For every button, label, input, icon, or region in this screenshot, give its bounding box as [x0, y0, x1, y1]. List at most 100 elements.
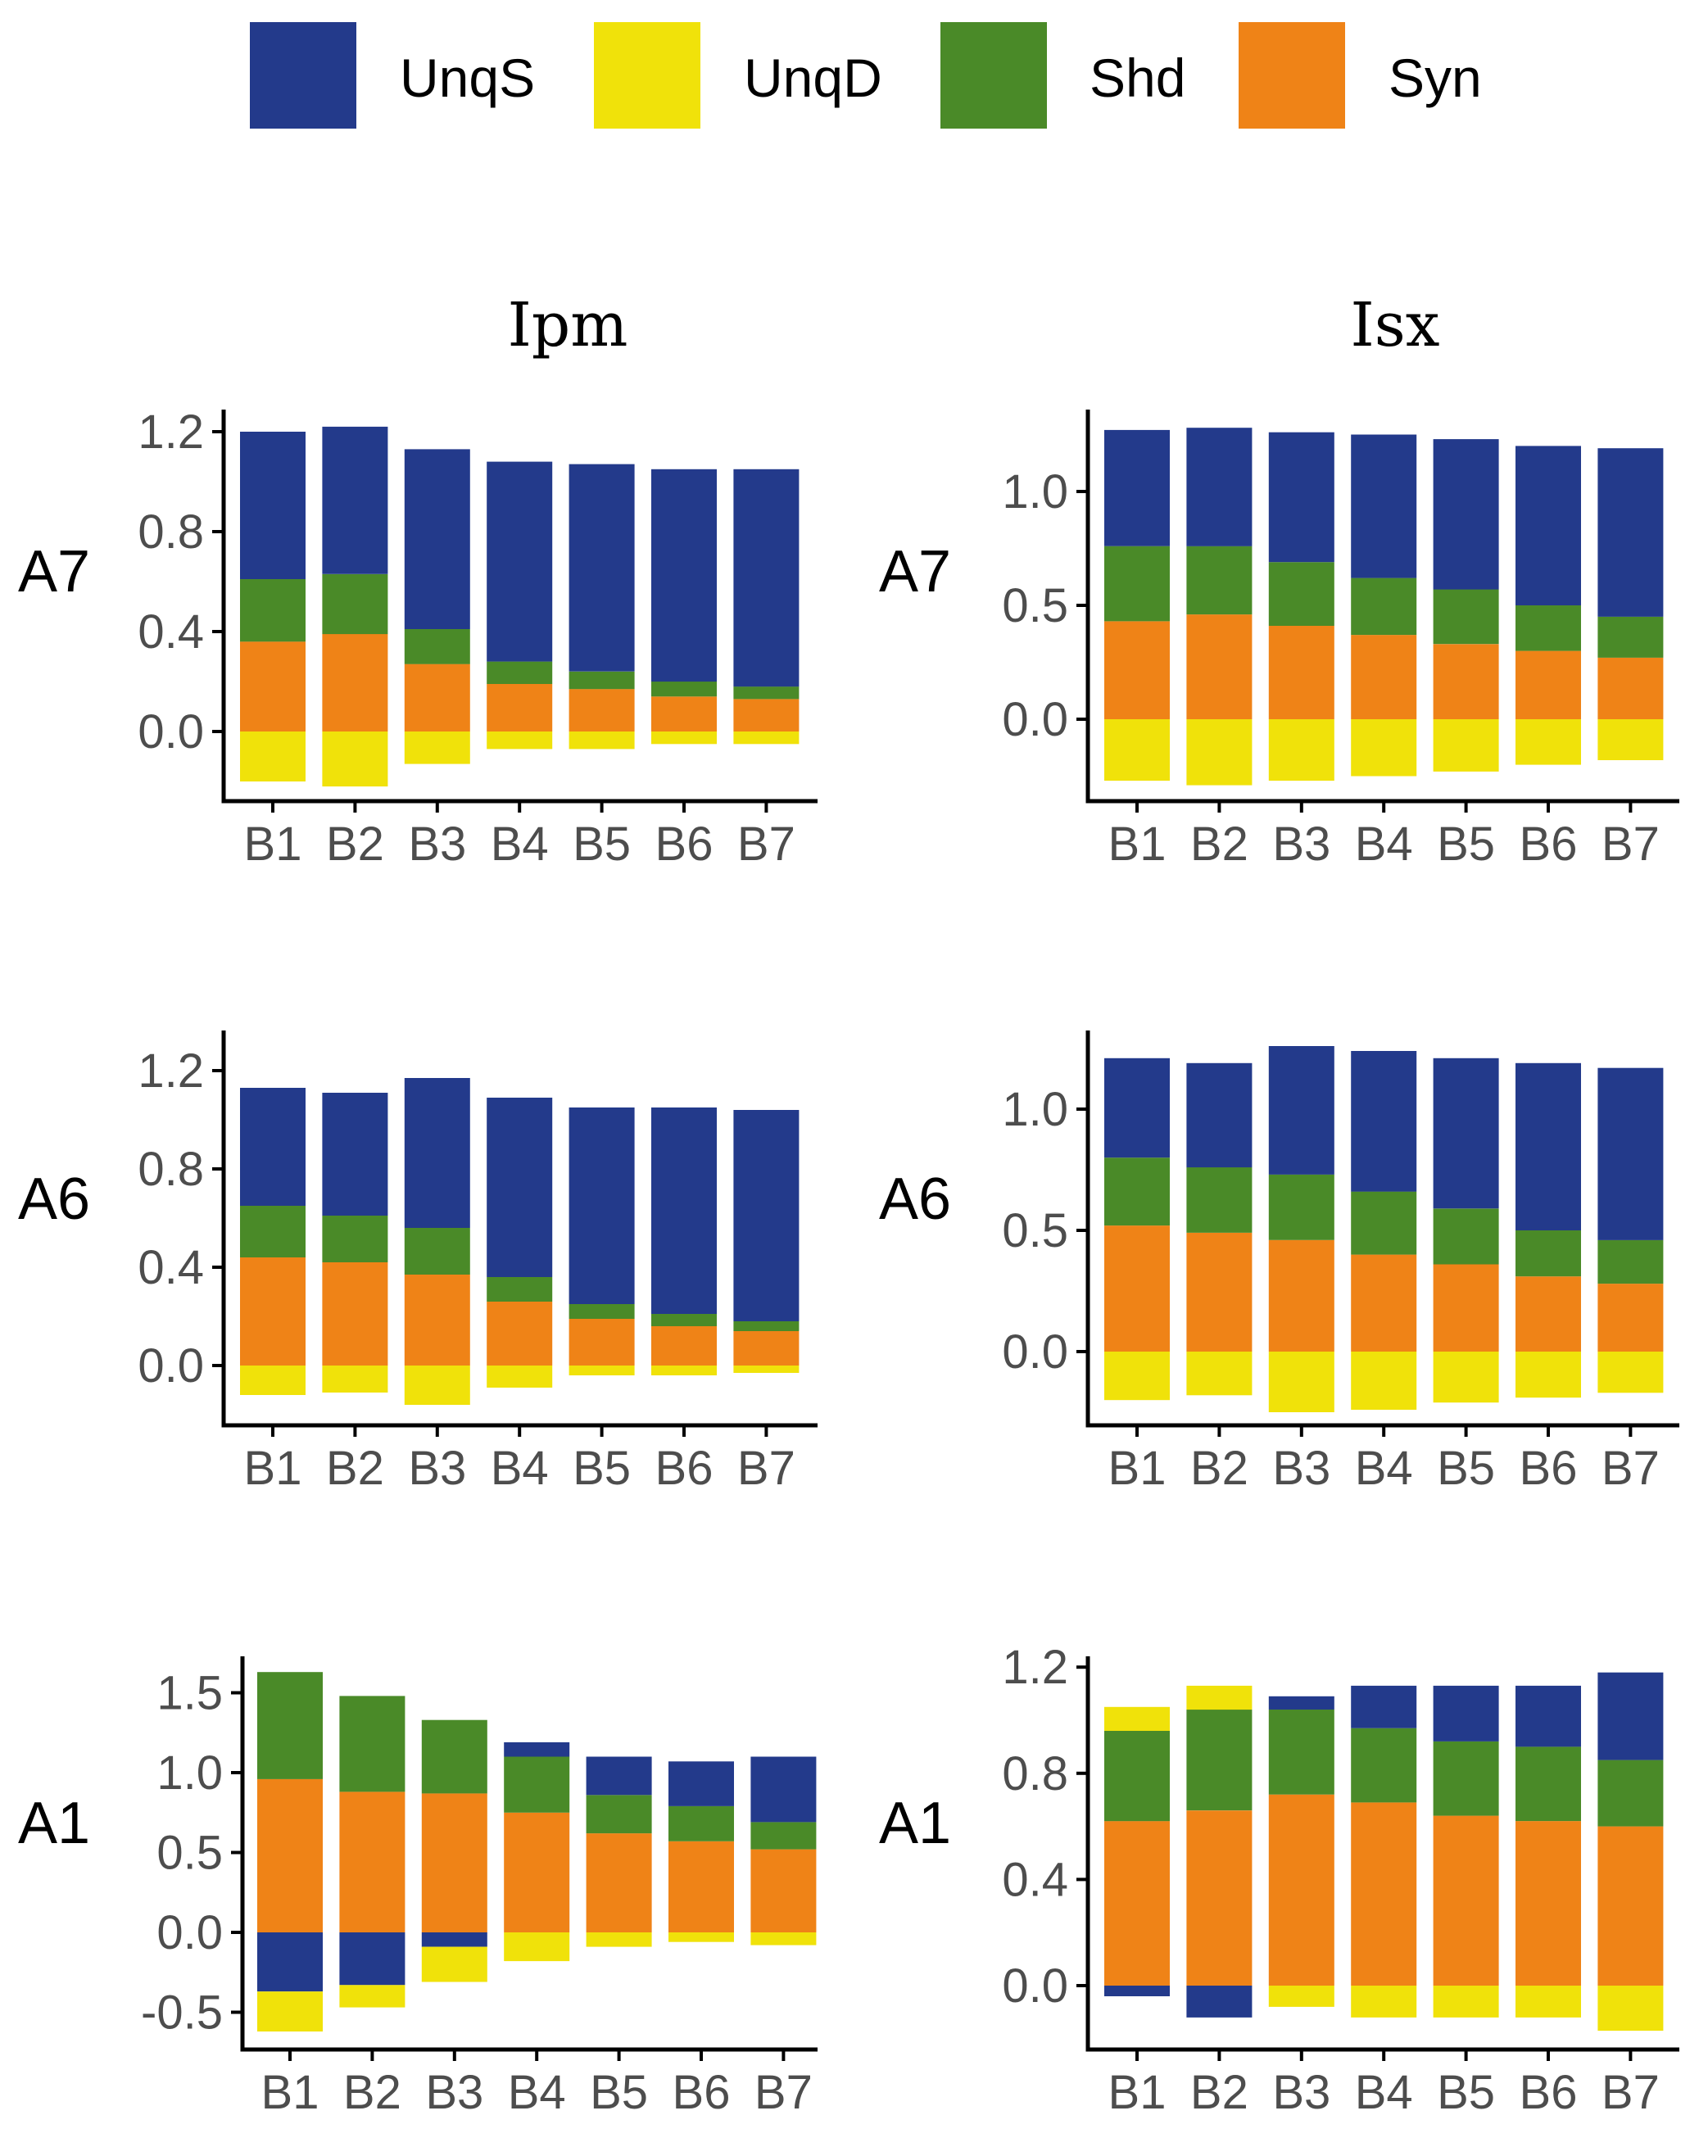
bar-isx-a6-b5-unqd	[1433, 1352, 1499, 1403]
x-tick-label-ipm-a1-5: B6	[673, 2066, 731, 2119]
bar-isx-a7-b2-syn	[1186, 614, 1253, 719]
bar-ipm-a6-b3-unqs	[404, 1078, 470, 1228]
legend-swatch-shd	[940, 22, 1047, 129]
bar-ipm-a7-b2-unqd	[322, 732, 388, 787]
bar-ipm-a7-b3-unqs	[404, 449, 470, 629]
panel-isx-a6: A6 B1 B2 B3 B4 B5 B6 B7 0.0 0.5 1.0	[879, 1030, 1679, 1495]
bar-ipm-a6-b3-unqd	[404, 1366, 470, 1405]
bar-isx-a1-b1-unqs	[1104, 1986, 1170, 1996]
axes-isx-a6	[1085, 1030, 1679, 1428]
legend-label-unqs: UnqS	[400, 48, 535, 108]
bar-ipm-a1-b4-syn	[504, 1812, 570, 1933]
bar-isx-a6-b4-unqd	[1351, 1352, 1417, 1410]
bar-ipm-a1-b6-syn	[668, 1841, 734, 1932]
bar-ipm-a6-b2-unqd	[322, 1366, 388, 1393]
y-tick-label-isx-a1-0: 0.0	[1002, 1959, 1068, 2013]
bar-ipm-a7-b3-shd	[404, 629, 470, 664]
bar-isx-a7-b5-syn	[1433, 644, 1499, 719]
bar-ipm-a7-b6-unqs	[651, 469, 717, 682]
bar-ipm-a6-b4-syn	[487, 1302, 553, 1366]
panel-isx-a1: A1 B1 B2 B3 B4 B5 B6 B7 0.0 0.4 0.8 1.2	[879, 1641, 1679, 2119]
x-tick-label-isx-a7-6: B7	[1602, 818, 1660, 871]
x-tick-label-ipm-a7-5: B6	[655, 818, 714, 871]
bar-ipm-a6-b1-unqs	[240, 1088, 306, 1206]
bar-ipm-a7-b6-syn	[651, 696, 717, 732]
bar-ipm-a6-b6-unqs	[651, 1107, 717, 1314]
x-tick-label-ipm-a1-2: B3	[425, 2066, 483, 2119]
y-tick-label-isx-a7-2: 1.0	[1002, 465, 1068, 519]
bar-ipm-a6-b2-shd	[322, 1216, 388, 1262]
bar-isx-a1-b4-shd	[1351, 1728, 1417, 1803]
bar-ipm-a6-b4-unqs	[487, 1098, 553, 1277]
bar-isx-a6-b7-unqd	[1597, 1352, 1664, 1393]
bar-ipm-a1-b2-syn	[339, 1791, 405, 1932]
axes-isx-a1	[1085, 1656, 1679, 2052]
bar-ipm-a1-b5-unqs	[586, 1756, 652, 1796]
y-tick-label-ipm-a1-2: 0.5	[156, 1827, 223, 1880]
x-tick-label-ipm-a6-0: B1	[244, 1442, 302, 1495]
bar-ipm-a6-b2-unqs	[322, 1093, 388, 1216]
bar-isx-a7-b7-unqs	[1597, 448, 1664, 617]
bar-ipm-a7-b7-syn	[733, 699, 800, 732]
bar-isx-a7-b3-syn	[1268, 626, 1334, 719]
bar-ipm-a1-b7-syn	[750, 1849, 817, 1932]
x-tick-label-isx-a1-1: B2	[1190, 2066, 1248, 2119]
bar-isx-a1-b4-syn	[1351, 1802, 1417, 1986]
bar-ipm-a1-b6-unqd	[668, 1932, 734, 1942]
bar-isx-a6-b1-unqs	[1104, 1058, 1170, 1158]
x-tick-label-ipm-a7-1: B2	[326, 818, 384, 871]
x-tick-label-isx-a1-6: B7	[1602, 2066, 1660, 2119]
bar-isx-a6-b6-shd	[1515, 1230, 1581, 1277]
bar-ipm-a7-b1-shd	[240, 579, 306, 642]
x-tick-label-isx-a7-1: B2	[1190, 818, 1248, 871]
x-tick-label-isx-a7-5: B6	[1520, 818, 1578, 871]
bar-ipm-a1-b2-shd	[339, 1696, 405, 1792]
bar-isx-a6-b3-unqd	[1268, 1352, 1334, 1412]
y-tick-label-ipm-a1-1: 0.0	[156, 1906, 223, 1959]
bar-isx-a1-b3-unqd	[1268, 1986, 1334, 2007]
bar-ipm-a6-b7-shd	[733, 1321, 800, 1331]
bar-ipm-a7-b1-syn	[240, 641, 306, 732]
bar-isx-a7-b6-syn	[1515, 650, 1581, 719]
bar-ipm-a6-b6-shd	[651, 1314, 717, 1326]
bar-ipm-a1-b1-unqd	[257, 1991, 323, 2031]
bar-isx-a7-b5-unqs	[1433, 439, 1499, 590]
bar-isx-a6-b6-unqd	[1515, 1352, 1581, 1398]
x-tick-label-isx-a6-2: B3	[1272, 1442, 1330, 1495]
x-tick-label-ipm-a6-6: B7	[737, 1442, 795, 1495]
axes-ipm-a7	[221, 410, 818, 804]
bar-ipm-a1-b3-unqs	[421, 1932, 487, 1947]
bar-ipm-a1-b5-unqd	[586, 1932, 652, 1947]
bar-isx-a1-b2-unqd	[1186, 1685, 1253, 1710]
bar-isx-a7-b3-shd	[1268, 562, 1334, 626]
row-label-isx-a1: A1	[879, 1791, 951, 1856]
bar-ipm-a7-b6-unqd	[651, 732, 717, 745]
bar-ipm-a7-b4-syn	[487, 684, 553, 732]
x-tick-label-isx-a6-3: B4	[1355, 1442, 1413, 1495]
bar-ipm-a7-b4-unqd	[487, 732, 553, 750]
bar-ipm-a7-b1-unqd	[240, 732, 306, 781]
column-title-ipm: Ipm	[508, 290, 628, 360]
bar-ipm-a7-b2-syn	[322, 634, 388, 732]
bar-ipm-a6-b7-syn	[733, 1331, 800, 1366]
bar-isx-a6-b3-syn	[1268, 1239, 1334, 1352]
bar-isx-a1-b4-unqd	[1351, 1986, 1417, 2018]
bar-ipm-a6-b6-syn	[651, 1326, 717, 1366]
y-tick-label-ipm-a7-0: 0.0	[138, 705, 204, 759]
x-tick-label-ipm-a6-1: B2	[326, 1442, 384, 1495]
bar-isx-a1-b6-syn	[1515, 1821, 1581, 1986]
bar-ipm-a7-b5-unqd	[569, 732, 635, 750]
bar-isx-a7-b1-syn	[1104, 621, 1170, 719]
bar-ipm-a6-b1-shd	[240, 1206, 306, 1257]
bar-isx-a7-b3-unqd	[1268, 719, 1334, 781]
y-tick-label-ipm-a7-3: 1.2	[138, 405, 204, 459]
bar-isx-a7-b5-unqd	[1433, 719, 1499, 772]
y-tick-label-isx-a1-3: 1.2	[1002, 1641, 1068, 1694]
y-tick-label-ipm-a1-4: 1.5	[156, 1667, 223, 1720]
bar-ipm-a6-b6-unqd	[651, 1366, 717, 1375]
x-tick-label-isx-a7-3: B4	[1355, 818, 1413, 871]
bar-isx-a1-b3-unqs	[1268, 1696, 1334, 1710]
bar-isx-a7-b7-syn	[1597, 657, 1664, 719]
bar-isx-a1-b5-unqd	[1433, 1986, 1499, 2018]
panel-isx-a7: A7 B1 B2 B3 B4 B5 B6 B7 0.0 0.5 1.0	[879, 410, 1679, 871]
